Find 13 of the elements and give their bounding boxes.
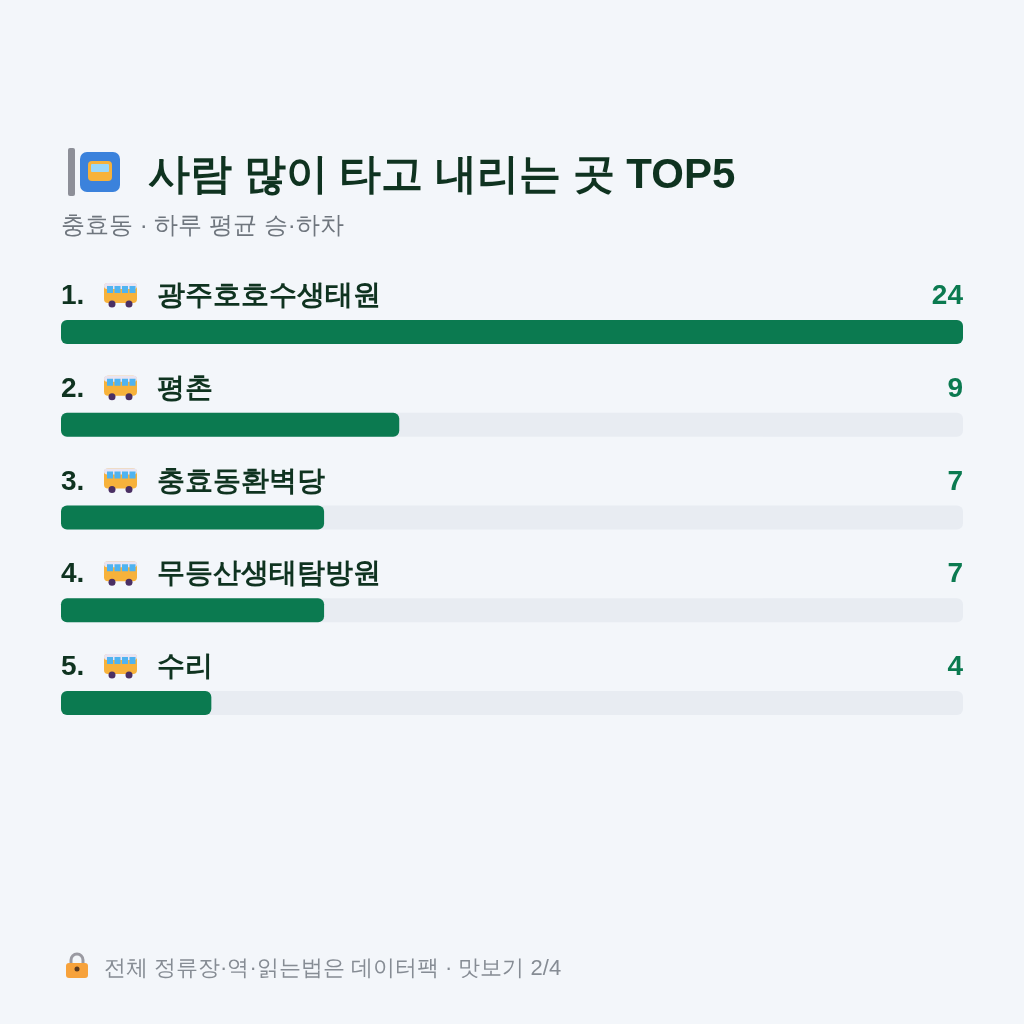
category-label: 4. 무등산생태탐방원: [61, 557, 381, 589]
category-label: 1. 광주호호수생태원: [61, 279, 381, 310]
category-label: 3. 충효동환벽당: [61, 464, 325, 496]
data-label: 4: [947, 650, 964, 681]
data-label: 9: [947, 371, 963, 403]
data-label: 7: [947, 464, 963, 496]
category-label: 2. 평촌: [61, 371, 213, 403]
chart-subtitle: 충효동 · 하루 평균 승·하차: [61, 211, 344, 238]
text: 전체 정류장·역·읽는법은 데이터팩 · 맛보기 2/4: [104, 955, 562, 980]
data-label: 24: [931, 279, 964, 310]
chart-title: 사람 많이 타고 내리는 곳 TOP5: [148, 150, 736, 197]
data-label: 7: [947, 557, 963, 589]
category-label: 5. 수리: [61, 650, 213, 681]
